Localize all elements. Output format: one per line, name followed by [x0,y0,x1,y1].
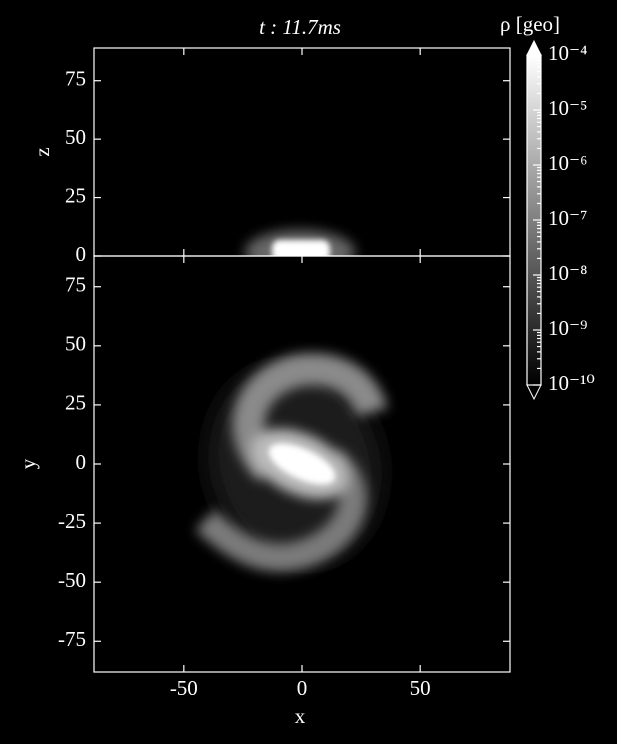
x-axis-label: x [295,704,306,728]
y-tick-label: 50 [65,332,86,356]
y-tick-label: -75 [58,627,86,651]
x-tick-label: 0 [297,676,308,700]
y-tick-label: 75 [65,273,86,297]
y-tick-label: 0 [76,450,87,474]
colorbar-tick-label: 10⁻¹⁰ [548,371,595,395]
y-tick-label: -25 [58,509,86,533]
colorbar-label: ρ [geo] [500,12,560,36]
y-tick-label: 25 [65,183,86,207]
chart-title: t : 11.7ms [259,15,341,39]
y-axis-label: z [30,147,54,156]
x-tick-label: 50 [410,676,431,700]
colorbar-tick-label: 10⁻⁴ [548,41,587,65]
colorbar-tick-label: 10⁻⁷ [548,206,587,230]
colorbar-tick-label: 10⁻⁵ [548,96,587,120]
y-tick-label: 50 [65,125,86,149]
colorbar-tick-label: 10⁻⁹ [548,316,587,340]
y-tick-label: -50 [58,568,86,592]
colorbar-tick-label: 10⁻⁸ [548,261,587,285]
density-xy [195,353,388,572]
x-tick-label: -50 [170,676,198,700]
y-tick-label: 75 [65,67,86,91]
colorbar-tick-label: 10⁻⁶ [548,151,587,175]
density-xz [245,230,355,256]
y-tick-label: 25 [65,391,86,415]
y-axis-label: y [16,458,40,469]
y-tick-label: 0 [76,242,87,266]
